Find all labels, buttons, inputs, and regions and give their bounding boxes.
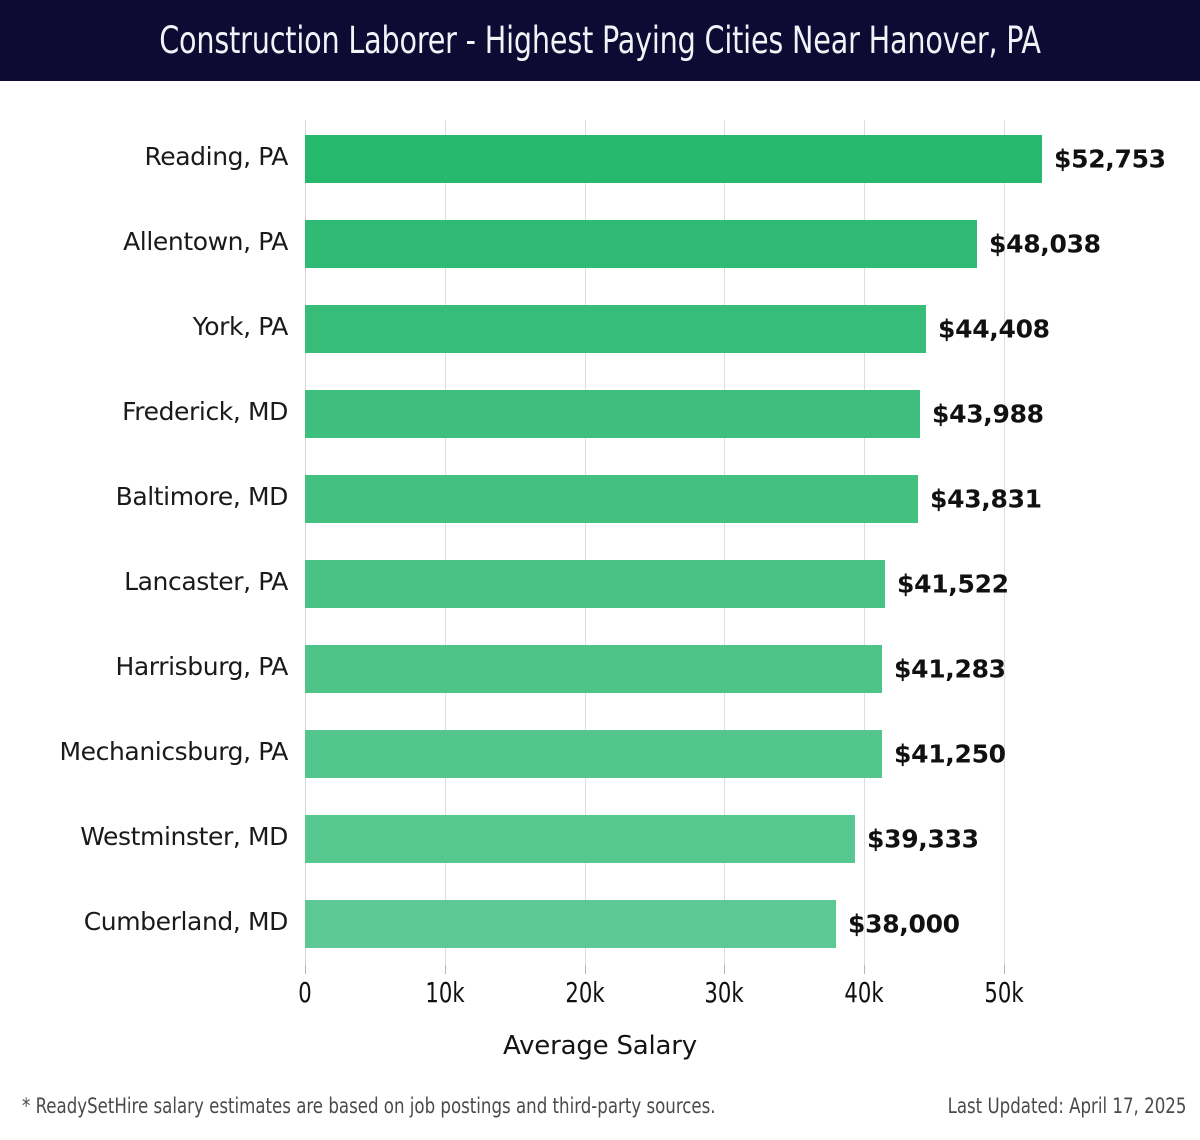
bar[interactable] [305, 900, 836, 948]
bar-row[interactable]: $52,753 [305, 135, 1166, 183]
gridline-50k [1004, 120, 1005, 965]
y-axis-category-label: Mechanicsburg, PA [59, 737, 288, 766]
x-axis-title: Average Salary [503, 1031, 697, 1061]
bar[interactable] [305, 645, 882, 693]
bar-row[interactable]: $48,038 [305, 220, 1101, 268]
x-tick-label-text: 50k [984, 976, 1024, 1009]
gridline-30k [724, 120, 725, 965]
y-axis-labels: Reading, PA Allentown, PA York, PA Frederic… [0, 120, 288, 965]
tickmark-30k [724, 965, 725, 974]
y-axis-category-label: Reading, PA [144, 142, 288, 171]
bar-value-label: $41,250 [894, 739, 1006, 769]
x-tick-label: 40k [841, 976, 888, 1009]
x-axis-tick-labels: 0 10k 20k 30k 40k 50k [298, 976, 1075, 1016]
x-tick-label-text: 40k [844, 976, 884, 1009]
chart-container: Reading, PA Allentown, PA York, PA Frederic… [0, 81, 1200, 1140]
y-axis-category-label: Lancaster, PA [124, 567, 288, 596]
x-tick-label: 10k [422, 976, 469, 1009]
bar-row[interactable]: $41,250 [305, 730, 1075, 778]
bar-row[interactable]: $44,408 [305, 305, 1075, 353]
x-tick-label-text: 10k [425, 976, 465, 1009]
x-tick-label: 50k [981, 976, 1028, 1009]
y-axis-category-label: Cumberland, MD [83, 907, 289, 936]
bar[interactable] [305, 815, 855, 863]
tickmark-0 [305, 965, 306, 974]
plot-area: $52,753 $48,038 $44,408 $43,988 $43,831 $41,5… [305, 120, 1166, 974]
bar-value-label: $43,831 [930, 484, 1042, 514]
bar[interactable] [305, 220, 977, 268]
y-axis-category-label: Allentown, PA [123, 227, 288, 256]
bar-value-label: $44,408 [938, 314, 1050, 344]
bar[interactable] [305, 730, 882, 778]
bar-row[interactable]: $39,333 [305, 815, 1075, 863]
header-band [0, 0, 1200, 81]
footer-disclaimer: * ReadySetHire salary estimates are base… [22, 1094, 810, 1118]
footer-disclaimer-text: * ReadySetHire salary estimates are base… [22, 1094, 716, 1118]
gridline-20k [585, 120, 586, 965]
bar-row[interactable]: $41,283 [305, 645, 1075, 693]
bar-row[interactable]: $43,988 [305, 390, 1075, 438]
tickmark-10k [445, 965, 446, 974]
y-axis-category-label: Westminster, MD [80, 822, 288, 851]
bar-value-label: $41,522 [897, 569, 1009, 599]
bar-value-label: $48,038 [989, 229, 1101, 259]
bar-row[interactable]: $43,831 [305, 475, 1075, 523]
x-tick-label-text: 0 [298, 976, 312, 1009]
bar-value-label: $38,000 [848, 909, 960, 939]
y-axis-category-label: Baltimore, MD [115, 482, 289, 511]
bar-row[interactable]: $38,000 [305, 900, 1075, 948]
bar[interactable] [305, 390, 920, 438]
bar[interactable] [305, 560, 885, 608]
x-tick-label: 20k [562, 976, 609, 1009]
x-tick-label-text: 30k [704, 976, 744, 1009]
bar[interactable] [305, 305, 926, 353]
bar-value-label: $39,333 [867, 824, 979, 854]
footer-last-updated-text: Last Updated: April 17, 2025 [947, 1094, 1186, 1118]
x-tick-label: 30k [701, 976, 748, 1009]
gridline-40k [864, 120, 865, 965]
bar-row[interactable]: $41,522 [305, 560, 1075, 608]
y-axis-category-label: York, PA [192, 312, 289, 341]
footer-last-updated: Last Updated: April 17, 2025 [915, 1094, 1186, 1118]
bar-value-label: $41,283 [894, 654, 1006, 684]
page-title: Construction Laborer - Highest Paying Ci… [159, 19, 1041, 62]
tickmark-40k [864, 965, 865, 974]
gridline-0 [305, 120, 306, 965]
bar-value-label: $43,988 [932, 399, 1044, 429]
bar[interactable] [305, 135, 1042, 183]
y-axis-category-label: Harrisburg, PA [115, 652, 288, 681]
bar[interactable] [305, 475, 918, 523]
gridline-10k [445, 120, 446, 965]
x-tick-label-text: 20k [565, 976, 605, 1009]
tickmark-50k [1004, 965, 1005, 974]
tickmark-20k [585, 965, 586, 974]
x-tick-label: 0 [297, 976, 313, 1009]
bar-value-label: $52,753 [1054, 144, 1166, 174]
y-axis-category-label: Frederick, MD [122, 397, 288, 426]
